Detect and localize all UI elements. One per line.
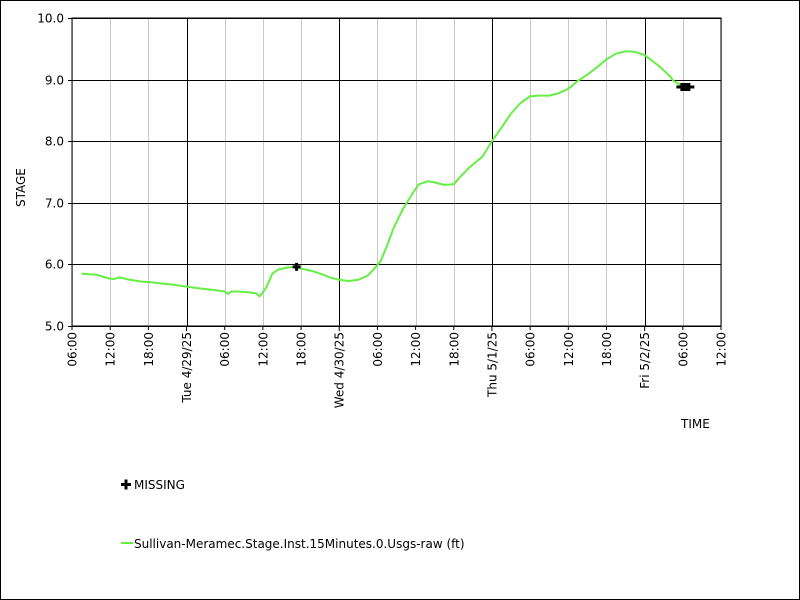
y-tick-label: 9.0 (45, 74, 64, 88)
x-date-label: Thu 5/1/25 (485, 332, 499, 398)
x-date-label: Fri 5/2/25 (638, 332, 652, 389)
x-tick-label: 06:00 (676, 332, 690, 367)
legend-series-label: Sullivan-Meramec.Stage.Inst.15Minutes.0.… (134, 537, 465, 551)
legend-missing-icon (121, 479, 131, 490)
major-grid (187, 18, 646, 326)
x-tick-label: 12:00 (256, 332, 270, 367)
y-tick-label: 10.0 (37, 12, 64, 26)
x-tick-label: 12:00 (409, 332, 423, 367)
x-axis: 06:00 12:00 18:00 06:00 12:00 06:00 12:00 18:00… (66, 326, 729, 408)
x-tick-label: 06:00 (371, 332, 385, 367)
plot-border (71, 17, 722, 327)
x-tick-label: 06:00 (66, 332, 80, 367)
x-tick-label: 12:00 (715, 332, 729, 367)
y-tick-label: 5.0 (45, 320, 64, 334)
series-line (81, 50, 687, 298)
legend: MISSING Sullivan-Meramec.Stage.Inst.15Mi… (121, 478, 465, 551)
missing-marker-bar (676, 85, 695, 89)
x-tick-label: 18:00 (142, 332, 156, 367)
x-date-label: Tue 4/29/25 (180, 332, 194, 404)
x-tick-label: 06:00 (524, 332, 538, 367)
series-layer (81, 50, 687, 298)
x-tick-label: 18:00 (447, 332, 461, 367)
y-axis-title: STAGE (14, 168, 28, 207)
y-tick-label: 6.0 (45, 258, 64, 272)
x-axis-title: TIME (680, 417, 710, 431)
x-tick-label: 12:00 (562, 332, 576, 367)
x-date-label: Wed 4/30/25 (333, 332, 347, 408)
plot-area (72, 18, 721, 326)
missing-marker (292, 262, 301, 271)
x-tick-label: 18:00 (600, 332, 614, 367)
x-tick-label: 12:00 (104, 332, 118, 367)
minor-grid (72, 18, 722, 326)
x-tick-label: 06:00 (218, 332, 232, 367)
y-tick-label: 7.0 (45, 197, 64, 211)
x-tick-label: 18:00 (295, 332, 309, 367)
missing-markers (292, 82, 695, 271)
legend-missing-label: MISSING (134, 478, 185, 492)
y-tick-label: 8.0 (45, 135, 64, 149)
